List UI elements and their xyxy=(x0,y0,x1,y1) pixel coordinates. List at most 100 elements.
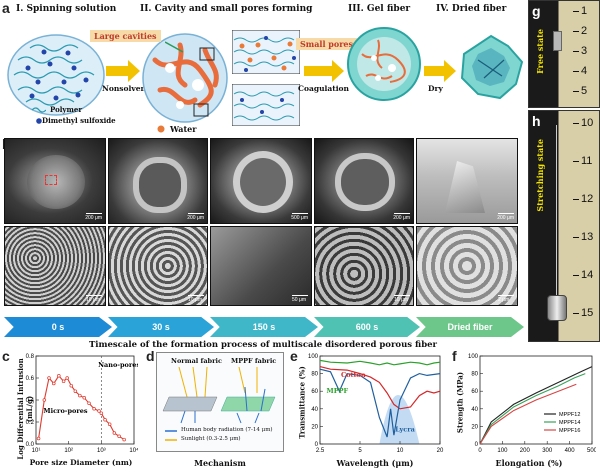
mppf-fabric-label: MPPF fabric xyxy=(231,357,277,365)
data-point xyxy=(69,383,74,388)
y-tick-label: 0 xyxy=(475,442,479,448)
ruler-tick xyxy=(573,51,579,52)
sem-scale-label: 10 μm xyxy=(188,297,202,303)
sem-image-0s-cross-section: 200 μm xyxy=(4,138,106,224)
ruler-number: 14 xyxy=(581,269,594,281)
y-tick-label: 40 xyxy=(311,407,318,413)
sem-scale-label: 200 μm xyxy=(497,215,514,221)
small-pores-label: Small pores xyxy=(296,38,358,50)
legend-label: MPPF16 xyxy=(559,428,580,434)
ruler-tick xyxy=(573,91,579,92)
data-point xyxy=(36,436,41,441)
x-tick-label: 400 xyxy=(565,448,576,454)
small-pores-inset-bottom xyxy=(232,84,300,126)
small-pores-inset-top xyxy=(232,30,300,74)
data-point xyxy=(65,376,69,380)
x-tick-label: 10⁴ xyxy=(129,447,138,454)
ruler-number: 11 xyxy=(581,155,593,167)
sem-image-600s-surface: 10 μm xyxy=(314,226,414,306)
ruler-tick xyxy=(573,123,579,124)
legend-water: Water xyxy=(170,124,197,134)
sem-scale-label: 200 μm xyxy=(187,215,204,221)
series-line xyxy=(319,366,441,410)
timeline-step: Dried fiber xyxy=(416,317,524,337)
atmospheric-window xyxy=(379,395,420,444)
fiber-clip xyxy=(553,31,562,51)
timeline-step: 150 s xyxy=(210,317,318,337)
data-point xyxy=(87,401,91,406)
legend-polymer: Polymer xyxy=(50,105,83,114)
mechanism-diagram xyxy=(162,367,276,424)
large-cavities-pointer xyxy=(165,41,184,53)
y-tick-label: 20 xyxy=(471,424,478,430)
x-tick-label: 2.5 xyxy=(316,448,325,454)
series-label: MPPF xyxy=(327,387,349,395)
y-tick-label: 0.2 xyxy=(26,420,35,426)
arrow-dry xyxy=(424,60,456,82)
data-point xyxy=(57,374,61,378)
chart-c-xlabel: Pore size Diameter (nm) xyxy=(29,458,133,467)
chart-f-strength: 0 100 200 300 400 500 0 20 40 60 80 100 MPPF12 MPPF14… xyxy=(468,354,596,454)
ruler-tick xyxy=(573,71,579,72)
data-point xyxy=(122,437,126,442)
sem-scale-label: 10 μm xyxy=(394,297,408,303)
ruler-tick xyxy=(573,31,579,32)
spinning-solution-illustration xyxy=(7,34,105,116)
sem-scale-label: 2 μm xyxy=(498,295,514,303)
panel-a-letter: a xyxy=(2,0,10,16)
ruler-number: 15 xyxy=(581,307,594,319)
x-tick-label: 100 xyxy=(497,448,508,454)
normal-fabric-label: Normal fabric xyxy=(171,357,222,365)
sem-scale-label: 200 μm xyxy=(393,215,410,221)
y-tick-label: 0.0 xyxy=(26,442,35,448)
ruler-tick xyxy=(573,237,579,238)
sem-scale-label: 50 μm xyxy=(292,297,306,303)
water-dot xyxy=(157,125,165,133)
step-3-title: III. Gel fiber xyxy=(348,4,411,14)
y-tick-label: 60 xyxy=(471,389,478,395)
x-tick-label: 300 xyxy=(542,448,553,454)
micro-pores-label: Micro-pores xyxy=(43,407,88,415)
step-4-title: IV. Dried fiber xyxy=(436,4,507,14)
y-tick-label: 0 xyxy=(315,442,319,448)
y-tick-label: 100 xyxy=(468,354,479,360)
ruler-number: 12 xyxy=(581,193,594,205)
legend-label: MPPF14 xyxy=(559,420,580,426)
cavity-illustration xyxy=(142,33,228,123)
data-point xyxy=(42,398,47,402)
sem-image-30s-surface: 10 μm xyxy=(108,226,208,306)
x-tick-label: 500 xyxy=(587,448,596,454)
nano-pores-label: Nano-pores xyxy=(98,361,138,369)
data-point xyxy=(117,434,121,439)
sem-scale-label: 500 μm xyxy=(291,215,308,221)
panel-e-letter: e xyxy=(290,348,298,364)
coagulation-label: Coagulation xyxy=(298,84,350,93)
mechanism-legend-swatches xyxy=(165,430,177,441)
ruler-number: 2 xyxy=(581,25,588,37)
chart-e-xlabel: Wavelength (μm) xyxy=(336,458,414,468)
data-point xyxy=(112,431,117,435)
timeline-step: 0 s xyxy=(4,317,112,337)
panel-c-letter: c xyxy=(2,348,10,364)
y-tick-label: 100 xyxy=(308,354,319,360)
ruler-tick xyxy=(573,313,579,314)
ruler-number: 13 xyxy=(581,231,594,243)
weight xyxy=(547,295,567,321)
stretching-state-label: Stretching state xyxy=(535,139,545,212)
dried-fiber-illustration xyxy=(460,34,524,100)
x-tick-label: 20 xyxy=(437,448,444,454)
ruler-free-state: 1 2 3 4 5 xyxy=(573,1,599,107)
panel-h-photo: h Stretching state 10 11 12 13 14 15 xyxy=(528,110,600,342)
ruler-number: 5 xyxy=(581,85,588,97)
panel-g-letter: g xyxy=(532,3,541,19)
series-line xyxy=(479,383,577,445)
chart-c-pore-size: 10¹ 10² 10³ 10⁴ 0.0 0.2 0.4 0.6 0.8 Micro-pores Na… xyxy=(26,354,138,454)
data-point xyxy=(61,379,66,384)
sem-image-150s-surface: 50 μm xyxy=(210,226,312,306)
ruler-number: 1 xyxy=(581,5,588,17)
series-line xyxy=(319,359,441,366)
legend-symbols xyxy=(31,107,46,124)
y-tick-label: 0.6 xyxy=(26,376,35,382)
timeline-caption: Timescale of the formation process of mu… xyxy=(88,340,438,350)
data-point xyxy=(103,418,107,422)
